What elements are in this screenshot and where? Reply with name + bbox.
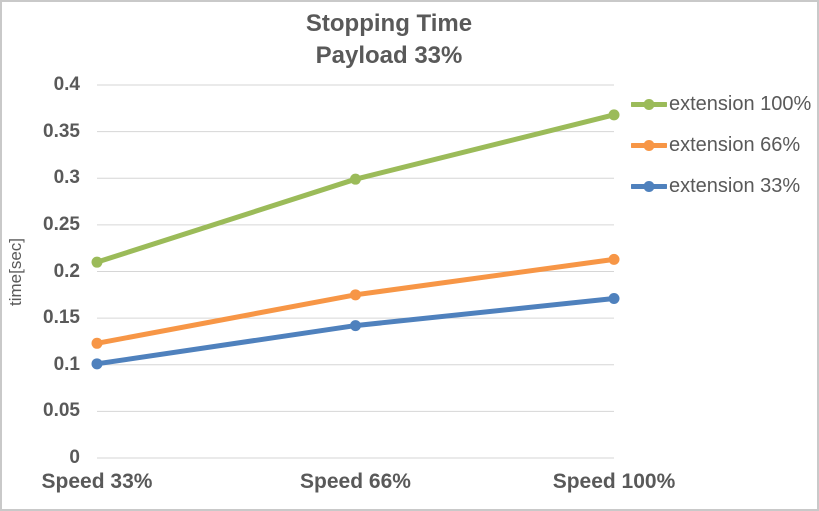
y-tick-label: 0.1 [53, 353, 80, 375]
data-point-marker [608, 109, 620, 121]
y-tick-label: 0.2 [53, 260, 80, 282]
legend-line-marker-icon [631, 99, 667, 110]
legend-item-extension-33-: extension 33% [631, 166, 811, 207]
legend: extension 100% extension 66% extension 33% [631, 84, 811, 207]
legend-item-label: extension 66% [669, 134, 801, 156]
data-point-marker [91, 256, 103, 268]
y-tick-label: 0.3 [53, 167, 80, 189]
y-tick-label: 0.35 [43, 120, 80, 142]
y-tick-label: 0.25 [43, 213, 80, 235]
data-point-marker [350, 320, 361, 332]
y-tick-label: 0 [69, 447, 80, 468]
data-point-marker [350, 173, 361, 185]
data-point-marker [608, 253, 620, 265]
legend-item-label: extension 100% [669, 93, 812, 115]
legend-item-label: extension 33% [669, 175, 801, 197]
data-point-marker [91, 337, 103, 349]
legend-item-extension-100-: extension 100% [631, 84, 811, 125]
data-point-marker [350, 289, 361, 301]
series-line [94, 112, 617, 265]
y-tick-label: 0.4 [53, 74, 80, 95]
x-category-label: Speed 33% [41, 470, 153, 493]
chart-title: Stopping Time [305, 10, 473, 37]
chart-title-block: Stopping Time Payload 33% [2, 8, 776, 72]
y-tick-label: 0.05 [43, 400, 80, 422]
data-point-marker [91, 358, 103, 370]
chart-subtitle: Payload 33% [315, 42, 463, 69]
data-point-marker [608, 293, 620, 305]
plot-area [91, 84, 620, 459]
y-tick-label: 0.15 [43, 307, 80, 329]
legend-item-extension-66-: extension 66% [631, 125, 811, 166]
legend-line-marker-icon [631, 140, 667, 151]
x-category-label: Speed 100% [552, 470, 676, 493]
legend-line-marker-icon [631, 181, 667, 192]
x-category-label: Speed 66% [300, 470, 411, 493]
